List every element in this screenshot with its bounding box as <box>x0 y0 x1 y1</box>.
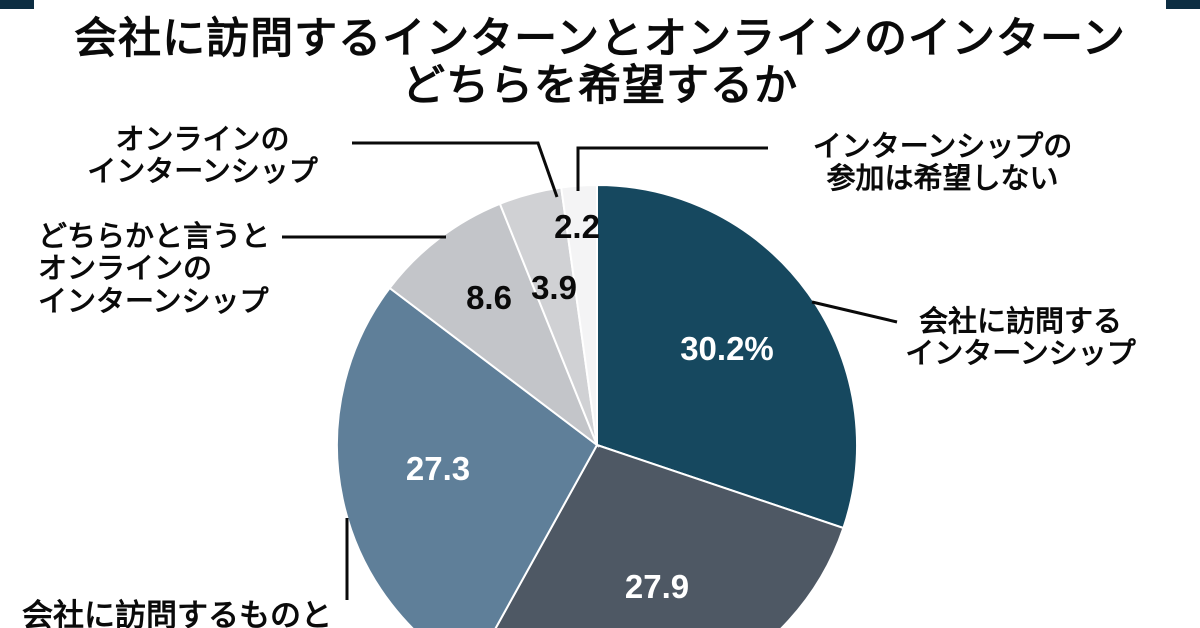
callout-rather-online-line3: インターンシップ <box>38 285 269 318</box>
pie-slice-1 <box>494 443 845 628</box>
callout-visit-company: 会社に訪問する インターンシップ <box>893 306 1148 371</box>
callout-no-participation-line1: インターンシップの <box>812 131 1073 163</box>
pie-slice-2 <box>335 286 599 628</box>
callout-rather-online-line2: オンラインの <box>38 253 213 286</box>
frame-corner-left <box>0 0 34 9</box>
callout-visit-company-line2: インターンシップ <box>905 338 1136 371</box>
callout-no-participation-line2: 参加は希望しない <box>826 163 1059 196</box>
callout-online-internship-line1: オンラインの <box>115 124 290 156</box>
leader-line-visit-company <box>811 300 898 324</box>
pie-slices <box>335 183 858 628</box>
pie-value-rather-online: 8.6 <box>466 279 512 316</box>
callout-online-internship: オンラインの インターンシップ <box>55 124 350 189</box>
callout-rather-online: どちらかと言うと オンラインの インターンシップ <box>38 221 270 318</box>
pie-slice-0 <box>596 183 858 530</box>
leader-line-online-intern <box>352 141 559 198</box>
leader-line-no-participation <box>576 146 768 191</box>
callout-visit-partial: 会社に訪問するものと <box>22 598 332 628</box>
leader-lines <box>282 141 898 600</box>
pie-value-slice-27-9: 27.9 <box>624 568 690 605</box>
frame-corner-right <box>1166 0 1200 9</box>
pie-value-online-intern: 3.9 <box>531 269 577 306</box>
pie-value-visit-company: 30.2% <box>680 330 774 367</box>
callout-no-participation: インターンシップの 参加は希望しない <box>770 131 1115 196</box>
chart-title: 会社に訪問するインターンとオンラインのインターン どちらを希望するか <box>0 15 1200 111</box>
pie-value-no-participation: 2.2 <box>554 208 600 245</box>
chart-title-line2: どちらを希望するか <box>402 62 798 111</box>
chart-title-line1: 会社に訪問するインターンとオンラインのインターン <box>74 15 1126 63</box>
callout-rather-online-line1: どちらかと言うと <box>38 221 271 253</box>
pie-value-visit-partial: 27.3 <box>405 450 471 487</box>
callout-visit-company-line1: 会社に訪問する <box>918 306 1122 338</box>
callout-online-internship-line2: インターンシップ <box>87 156 318 189</box>
